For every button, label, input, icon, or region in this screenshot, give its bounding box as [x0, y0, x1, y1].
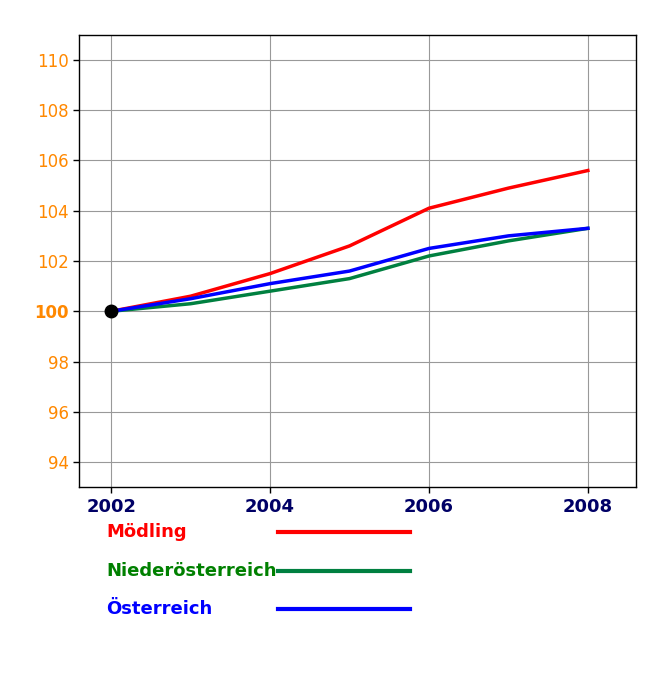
Text: Mödling: Mödling: [106, 523, 187, 541]
Text: Niederösterreich: Niederösterreich: [106, 562, 277, 580]
Text: Österreich: Österreich: [106, 600, 212, 618]
